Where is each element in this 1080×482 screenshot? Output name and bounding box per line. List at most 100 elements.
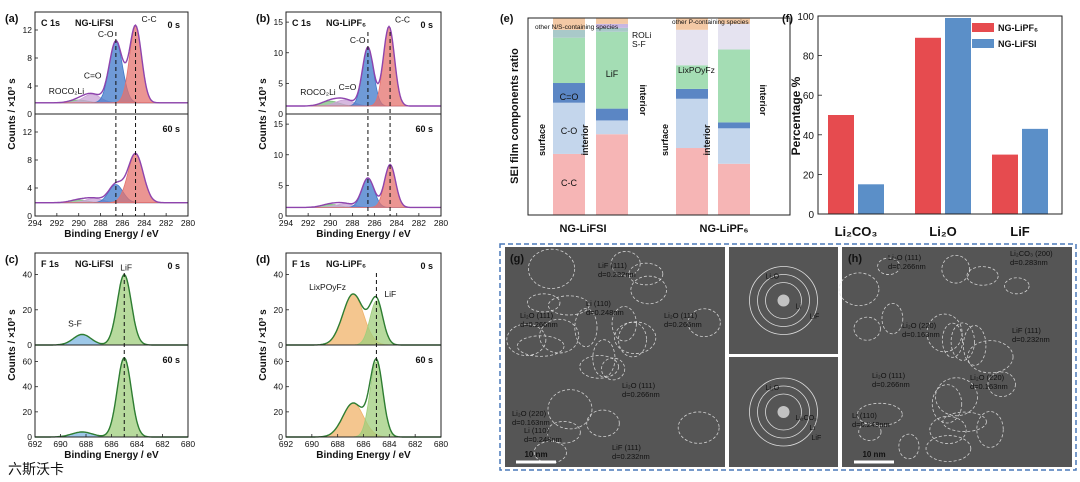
y-axis-label: Counts / ×10³ s (7, 78, 18, 150)
grain-outline (929, 415, 967, 445)
x-tick-label: 686 (356, 439, 370, 449)
x-tick-label: 292 (50, 218, 64, 228)
fft-ring (749, 377, 818, 447)
x-tick-label: 290 (72, 218, 86, 228)
grain-outline (963, 325, 987, 366)
stack-label: surface (537, 124, 547, 156)
grain-outline (856, 402, 903, 427)
fft-label: Li (796, 304, 802, 311)
category-label: LiF (1010, 224, 1030, 239)
y-tick-label: 20 (274, 305, 284, 315)
tem-annotation: d=0.283nm (1010, 258, 1048, 267)
y-tick-label: 15 (274, 119, 284, 129)
x-tick-label: 280 (434, 218, 448, 228)
stack-segment-C-O (596, 120, 628, 135)
axes-frame (527, 17, 791, 216)
x-tick-label: 294 (279, 218, 293, 228)
stack-segment-LixPOyFz (718, 23, 750, 50)
grain-outline (614, 321, 657, 354)
interior-label: interior (638, 84, 648, 116)
tem-annotation: d=0.163nm (970, 382, 1008, 391)
stack-segment-C=O (596, 108, 628, 121)
segment-label-lipof: LixPOyFz (678, 65, 715, 75)
tem-annotation: d=0.163nm (512, 418, 550, 427)
grain-outline (526, 293, 561, 313)
sample-label: NG-LiFSI (75, 18, 114, 28)
x-tick-label: 686 (104, 439, 118, 449)
stack-segment-C-C (553, 153, 585, 215)
peak-label: C-C (395, 14, 410, 24)
y-tick-label: 12 (23, 25, 33, 35)
x-tick-label: 286 (115, 218, 129, 228)
x-tick-label: 284 (390, 218, 404, 228)
grain-outline (858, 422, 882, 441)
y-tick-label: 40 (274, 270, 284, 280)
tem-annotation: Li₂CO₃ (200) (1010, 249, 1053, 258)
xps-subplot-a-1: 0 4 8 12 60 s (23, 124, 188, 221)
sample-label: NG-LiFSI (75, 259, 114, 269)
x-tick-label: 682 (155, 439, 169, 449)
tem-annotation: Li₂O (111) (622, 381, 656, 390)
y-tick-label: 0 (278, 109, 283, 119)
envelope-line (35, 24, 188, 104)
panel-label: (f) (782, 13, 793, 25)
y-tick-label: 4 (27, 183, 32, 193)
grain-outline (877, 257, 901, 275)
y-tick-label: 5 (278, 180, 283, 190)
other-ns-label: other N/S-containing species (535, 24, 619, 31)
tem-annotation: Li₂O (111) (888, 253, 922, 262)
tem-annotation: Li (110) (852, 411, 877, 420)
segment-label-ceqo: C=O (560, 92, 579, 102)
x-tick-label: 682 (408, 439, 422, 449)
category-label: NG-LiPF₆ (700, 223, 749, 235)
y-tick-label: 8 (27, 53, 32, 63)
element-label: F 1s (41, 259, 59, 269)
category-label: NG-LiFSI (559, 223, 606, 235)
xps-subplot-c-0: 0 20 40 0 s S-F LiF (23, 261, 188, 350)
grain-outline (838, 272, 880, 307)
peak-label: C-C (142, 14, 157, 24)
bar-NG-LiFSI (1022, 128, 1048, 214)
x-tick-label: 692 (279, 439, 293, 449)
peak-label: LiF (384, 289, 396, 299)
y-tick-label: 15 (274, 17, 284, 27)
x-tick-label: 288 (93, 218, 107, 228)
fft-center (777, 294, 790, 307)
stack-segment-LiF (718, 49, 750, 123)
y-tick-label: 60 (803, 91, 815, 102)
tem-annotation: d=0.163nm (902, 330, 940, 339)
xps-subplot-b-1: 0 5 10 15 60 s (274, 119, 441, 221)
bar-NG-LiFSI (945, 17, 971, 215)
y-tick-label: 60 (274, 357, 284, 367)
xps-subplot-d-0: 0 20 40 0 s LixPOyFz LiF (274, 261, 441, 350)
legend-label: NG-LiFSI (998, 39, 1037, 49)
grain-outline (586, 409, 620, 438)
grain-outline (853, 316, 881, 341)
panel-label: (a) (5, 13, 19, 25)
tem-annotation: LiF (111) (1012, 326, 1041, 335)
stack-segment-C-C (676, 148, 708, 215)
stack-segment-other (596, 18, 628, 24)
tem-annotation: Li₂O (111) (872, 371, 906, 380)
grain-outline (539, 318, 580, 354)
envelope-line (286, 25, 441, 107)
stack-segment-C=O (553, 83, 585, 103)
panel-label: (b) (256, 13, 270, 25)
stack-label: surface (660, 124, 670, 156)
peak-C-O (286, 46, 441, 107)
y-tick-label: 0 (27, 340, 32, 350)
tem-annotation: Li₂O (220) (512, 409, 547, 418)
grain-outline (941, 322, 963, 358)
grain-outline (926, 313, 963, 353)
stack-segment-LiF (553, 37, 585, 84)
stack-segment-other (718, 18, 750, 24)
stack-segment-S-F (596, 23, 628, 28)
grain-outline (950, 322, 975, 361)
scale-label: 10 nm (862, 450, 885, 459)
grain-outline (546, 421, 581, 444)
x-tick-label: 286 (367, 218, 381, 228)
y-tick-label: 5 (278, 78, 283, 88)
stack-segment-C-O (553, 102, 585, 154)
